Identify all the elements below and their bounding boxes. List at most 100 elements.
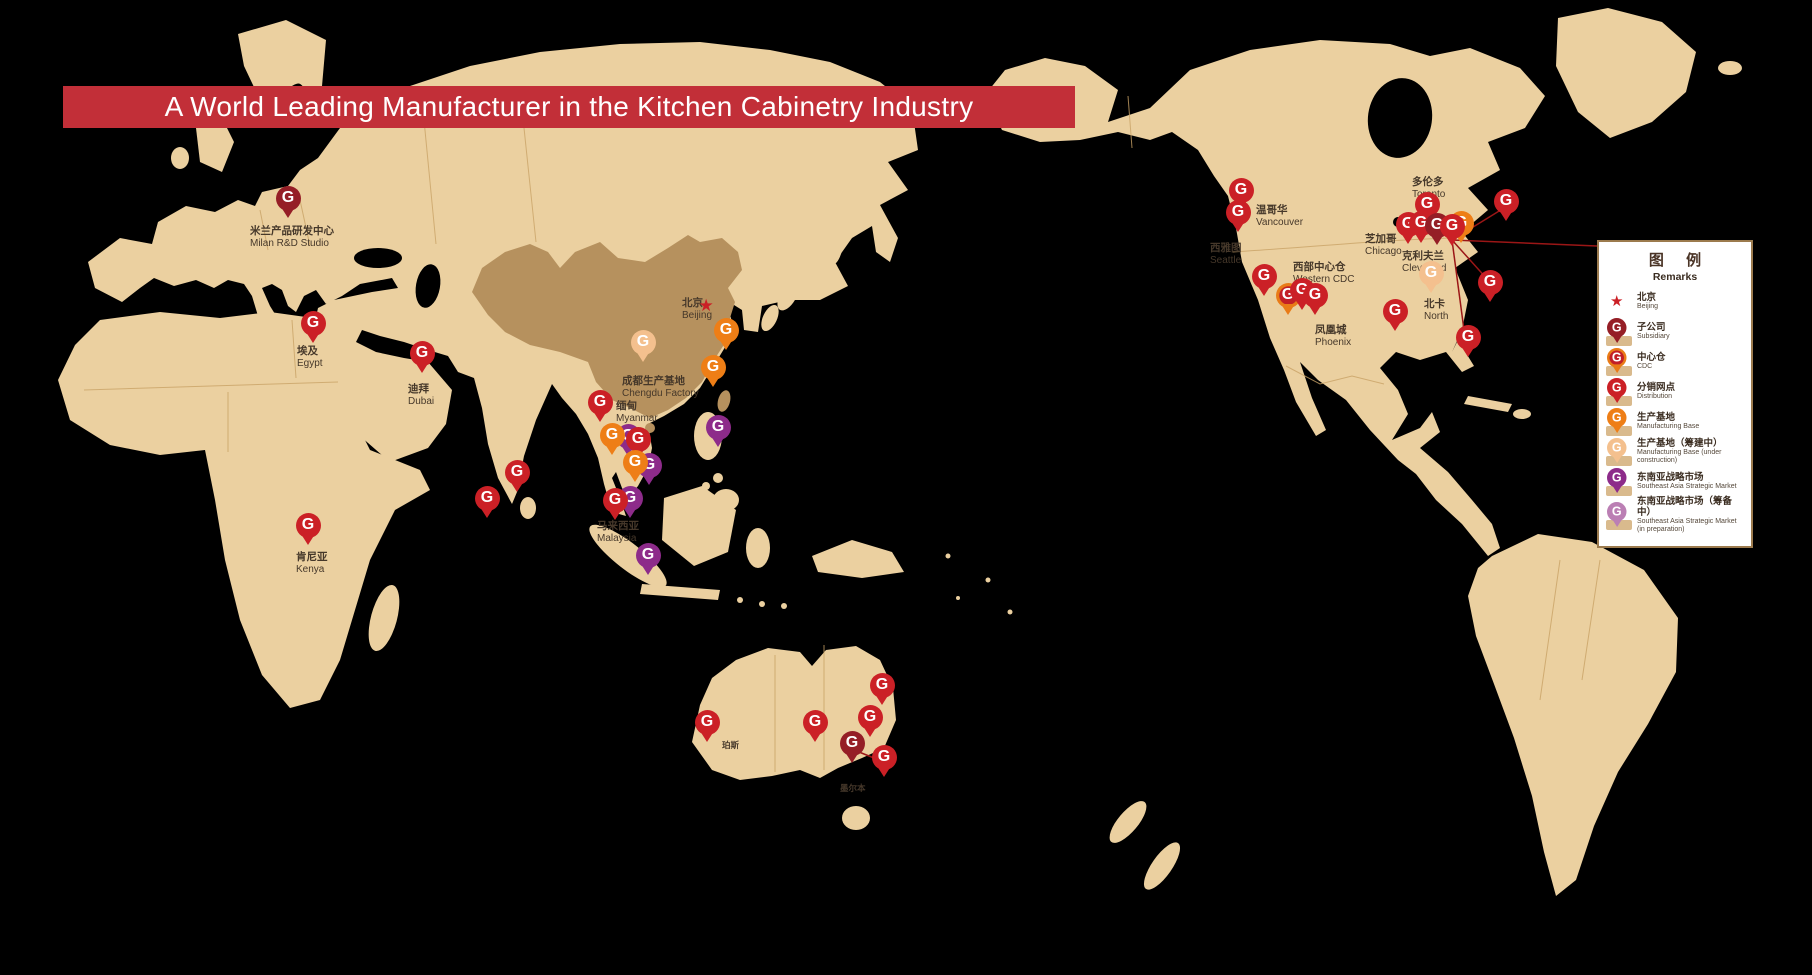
pin-bulb bbox=[1607, 438, 1627, 458]
landmass-nz-south bbox=[1143, 842, 1181, 890]
pin-bulb bbox=[1607, 468, 1627, 488]
pin-bulb bbox=[1607, 378, 1627, 398]
landmass-sunda-3 bbox=[781, 603, 787, 609]
sea-caspian bbox=[415, 264, 441, 308]
title-banner: A World Leading Manufacturer in the Kitc… bbox=[63, 86, 1075, 128]
legend-label: 子公司 Subsidiary bbox=[1637, 321, 1745, 342]
g-logo-icon: G bbox=[1611, 320, 1622, 334]
landmass-pacific-3 bbox=[1007, 609, 1013, 615]
landmass-pacific-1 bbox=[945, 553, 951, 559]
lake-great-1 bbox=[1393, 217, 1403, 227]
legend-label-en: Subsidiary bbox=[1637, 333, 1670, 341]
legend-label-cn: 生产基地（筹建中） bbox=[1637, 437, 1723, 449]
pin-tail bbox=[1611, 364, 1623, 373]
map-pin-manufacturing: G bbox=[1607, 408, 1627, 435]
g-logo-icon: G bbox=[1611, 380, 1622, 394]
legend-item-cdc: G 中心仓 CDC bbox=[1605, 347, 1745, 377]
legend-item-sea_market: G 东南亚战略市场 Southeast Asia Strategic Market bbox=[1605, 467, 1745, 497]
pin-tail bbox=[1611, 517, 1623, 527]
landmass-tasmania bbox=[842, 806, 870, 830]
landmass-north-america bbox=[985, 40, 1545, 556]
map-pin-sea_market: G bbox=[1607, 468, 1627, 495]
landmass-china bbox=[472, 235, 742, 418]
legend-label: 分销网点 Distribution bbox=[1637, 381, 1745, 402]
legend-label: 中心仓 CDC bbox=[1637, 351, 1745, 372]
pin-bulb bbox=[1607, 318, 1627, 338]
landmass-australia bbox=[692, 646, 896, 780]
map-pin-distribution: G bbox=[1607, 378, 1627, 405]
landmass-sulawesi bbox=[746, 528, 770, 568]
landmass-japan-1 bbox=[761, 304, 779, 332]
legend-icon-sea_market_prep: G bbox=[1605, 501, 1637, 531]
landmass-new-guinea bbox=[812, 540, 904, 578]
legend-label-cn: 中心仓 bbox=[1637, 351, 1666, 363]
legend-label-cn: 生产基地 bbox=[1637, 411, 1676, 423]
legend-label-en: Southeast Asia Strategic Market bbox=[1637, 483, 1737, 491]
legend-title: 图 例 bbox=[1648, 252, 1711, 269]
legend-item-subsidiary: G 子公司 Subsidiary bbox=[1605, 317, 1745, 347]
star-icon: ★ bbox=[1610, 293, 1624, 310]
legend-label-cn: 分销网点 bbox=[1637, 381, 1676, 393]
pin-tail bbox=[1611, 454, 1623, 463]
pin-tail bbox=[1611, 484, 1623, 493]
pin-bulb bbox=[1607, 501, 1627, 521]
legend-icon-subsidiary: G bbox=[1605, 317, 1637, 347]
map-pin-manufacturing_uc: G bbox=[1607, 438, 1627, 465]
landmass-japan-2 bbox=[777, 281, 799, 311]
landmass-pacific-2 bbox=[985, 577, 991, 583]
pin-bulb bbox=[1607, 348, 1627, 368]
legend-icon-cdc: G bbox=[1605, 347, 1637, 377]
landmass-sunda-1 bbox=[737, 597, 743, 603]
legend-icon-distribution: G bbox=[1605, 377, 1637, 407]
legend-label-cn: 东南亚战略市场 bbox=[1637, 471, 1704, 483]
legend-subtitle: Remarks bbox=[1652, 271, 1698, 283]
landmass-luzon bbox=[694, 412, 722, 460]
pin-tail bbox=[1611, 334, 1623, 343]
landmass-iceland bbox=[1718, 61, 1742, 75]
legend-label-cn: 子公司 bbox=[1637, 321, 1666, 333]
lake-great-2 bbox=[1414, 212, 1422, 220]
landmass-madagascar bbox=[368, 584, 400, 652]
landmass-nz-north bbox=[1109, 801, 1147, 843]
landmass-sumatra bbox=[589, 524, 667, 588]
legend-icon-manufacturing_uc: G bbox=[1605, 437, 1637, 467]
map-pin-cdc: G bbox=[1607, 348, 1627, 375]
g-logo-icon: G bbox=[1611, 470, 1622, 484]
china-highlight bbox=[472, 235, 742, 433]
landmass-java bbox=[640, 584, 720, 600]
legend-label-en: Manufacturing Base bbox=[1637, 423, 1700, 431]
landmass-visayas-2 bbox=[702, 482, 710, 490]
pin-tail bbox=[1611, 394, 1623, 403]
legend-items: ★ 北京 Beijing G 子公司 Subsidiary G 中心仓 CDC G 分销网点 Dist… bbox=[1605, 287, 1745, 534]
legend-label-cn: 东南亚战略市场（筹备中） bbox=[1637, 496, 1733, 518]
legend-label-en: CDC bbox=[1637, 363, 1653, 371]
country-borders bbox=[83, 89, 1601, 772]
legend-item-distribution: G 分销网点 Distribution bbox=[1605, 377, 1745, 407]
landmass-greenland bbox=[1556, 8, 1696, 138]
landmass-uk bbox=[196, 118, 234, 172]
landmass-sakhalin bbox=[831, 228, 845, 264]
g-logo-icon: G bbox=[1611, 350, 1622, 364]
landmass-mindanao bbox=[713, 489, 739, 511]
legend-label: 东南亚战略市场（筹备中） Southeast Asia Strategic Mar… bbox=[1637, 496, 1745, 534]
g-logo-icon: G bbox=[1611, 440, 1622, 454]
legend-label-en: Beijing bbox=[1637, 303, 1659, 311]
sea-black-sea bbox=[354, 248, 402, 268]
landmass-hainan bbox=[645, 423, 655, 433]
landmass-south-america bbox=[1468, 534, 1678, 896]
pin-tail bbox=[1611, 424, 1623, 433]
legend-icon-sea_market: G bbox=[1605, 467, 1637, 497]
pin-bulb bbox=[1607, 408, 1627, 428]
landmass-sri-lanka bbox=[520, 497, 536, 519]
g-logo-icon: G bbox=[1611, 410, 1622, 424]
legend-label: 北京 Beijing bbox=[1637, 292, 1745, 312]
landmass-sunda-2 bbox=[759, 601, 765, 607]
legend-label-en: Distribution bbox=[1637, 393, 1673, 401]
landmass-visayas-1 bbox=[713, 473, 723, 483]
landmasses bbox=[58, 8, 1742, 896]
legend-label: 东南亚战略市场 Southeast Asia Strategic Market bbox=[1637, 471, 1745, 492]
landmass-pacific-4 bbox=[956, 596, 960, 600]
landmass-hispaniola bbox=[1513, 409, 1531, 419]
